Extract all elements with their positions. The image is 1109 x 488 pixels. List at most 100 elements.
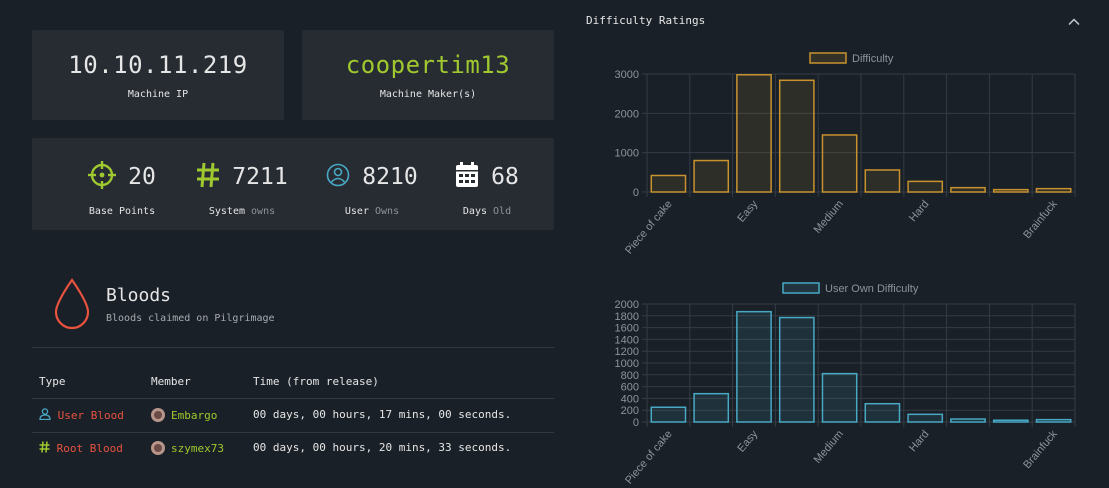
blood-drop-icon xyxy=(54,278,90,334)
col-header-member: Member xyxy=(151,375,191,388)
y-tick-label: 0 xyxy=(633,187,639,199)
y-tick-label: 2000 xyxy=(615,299,639,311)
chart-bar[interactable] xyxy=(1035,418,1072,423)
legend-swatch xyxy=(809,52,847,64)
chart-bar[interactable] xyxy=(950,418,986,423)
y-tick-label: 200 xyxy=(621,405,639,417)
blood-time: 00 days, 00 hours, 20 mins, 33 seconds. xyxy=(253,441,512,454)
x-tick-label: Piece of cake xyxy=(623,428,675,486)
legend-swatch xyxy=(782,282,820,294)
system-owns-label: System xyxy=(208,206,245,217)
stat-days-old: 68 Days Old xyxy=(432,138,542,228)
crosshair-icon xyxy=(88,161,117,193)
blood-type: User Blood xyxy=(57,409,124,422)
bloods-title: Bloods xyxy=(106,285,172,306)
col-header-type: Type xyxy=(39,375,66,388)
blood-time: 00 days, 00 hours, 17 mins, 00 seconds. xyxy=(253,408,512,421)
stat-system-owns: 7211 System owns xyxy=(172,138,312,228)
bloods-subtitle: Bloods claimed on Pilgrimage xyxy=(106,313,275,324)
user-icon xyxy=(326,163,350,191)
chart-bar[interactable] xyxy=(864,402,901,423)
user-owns-label: User xyxy=(344,206,369,217)
hash-icon xyxy=(39,441,57,455)
x-tick-label: Hard xyxy=(907,198,932,224)
col-header-time: Time (from release) xyxy=(253,375,379,388)
chart-bar[interactable] xyxy=(778,79,815,193)
system-owns-value: 7211 xyxy=(232,164,288,190)
blood-type: Root Blood xyxy=(56,442,123,455)
user-own-difficulty-chart: User Own Difficulty 020040060080010001200… xyxy=(615,282,1076,486)
chevron-up-icon[interactable] xyxy=(1068,13,1080,32)
base-points-value: 20 xyxy=(128,164,156,190)
machine-maker-label: Machine Maker(s) xyxy=(379,88,477,100)
y-tick-label: 800 xyxy=(621,370,639,382)
x-tick-label: Medium xyxy=(812,198,846,236)
row-divider xyxy=(32,432,554,433)
chart-legend[interactable]: User Own Difficulty xyxy=(782,282,919,295)
y-tick-label: 0 xyxy=(633,417,639,429)
user-icon xyxy=(39,408,58,422)
machine-ip-card: 10.10.11.219 Machine IP xyxy=(32,30,284,120)
calendar-icon xyxy=(455,162,479,192)
y-tick-label: 2000 xyxy=(615,108,639,120)
chart-bar[interactable] xyxy=(693,392,730,423)
y-tick-label: 1600 xyxy=(615,323,639,335)
machine-ip-label: Machine IP xyxy=(127,88,189,100)
chart-bar[interactable] xyxy=(864,169,901,193)
y-tick-label: 3000 xyxy=(615,69,639,81)
table-row: User Blood xyxy=(39,408,124,422)
chart-bar[interactable] xyxy=(650,174,687,193)
stat-user-owns: 8210 User Owns xyxy=(302,138,442,228)
chart-bar[interactable] xyxy=(1035,187,1072,193)
days-old-label: Days xyxy=(462,206,487,217)
stats-card: 20 Base Points 7211 System owns xyxy=(32,138,554,230)
header-divider xyxy=(32,398,554,399)
x-tick-label: Easy xyxy=(735,428,760,455)
days-old-suffix: Old xyxy=(493,206,512,217)
chart-bar[interactable] xyxy=(693,159,730,193)
days-old-value: 68 xyxy=(491,164,519,190)
chart-bar[interactable] xyxy=(992,419,1029,423)
difficulty-title: Difficulty Ratings xyxy=(586,14,706,27)
x-tick-label: Piece of cake xyxy=(623,198,675,256)
base-points-label: Base Points xyxy=(88,206,156,217)
machine-ip[interactable]: 10.10.11.219 xyxy=(68,50,248,79)
chart-bar[interactable] xyxy=(907,413,944,423)
stat-base-points: 20 Base Points xyxy=(62,138,182,228)
member-link[interactable]: Embargo xyxy=(171,409,218,422)
y-tick-label: 1000 xyxy=(615,148,639,160)
chart-bar[interactable] xyxy=(907,180,944,193)
chart-bar[interactable] xyxy=(650,406,687,423)
machine-maker-card: coopertim13 Machine Maker(s) xyxy=(302,30,554,120)
y-tick-label: 400 xyxy=(621,393,639,405)
chart-bar[interactable] xyxy=(992,188,1029,193)
x-tick-label: Medium xyxy=(812,428,846,466)
x-tick-label: Brainfuck xyxy=(1021,428,1060,471)
legend-label: Difficulty xyxy=(852,53,894,65)
difficulty-chart: Difficulty 0 1000 2000 3000 Piece of cake Easy… xyxy=(615,52,1076,257)
chart-bar[interactable] xyxy=(821,372,858,423)
x-tick-label: Hard xyxy=(907,428,932,454)
table-row: Root Blood xyxy=(39,441,123,455)
chart-bar[interactable] xyxy=(950,186,986,193)
legend-label: User Own Difficulty xyxy=(825,283,919,295)
y-tick-label: 1000 xyxy=(615,358,639,370)
chart-bar[interactable] xyxy=(736,310,772,423)
machine-maker-link[interactable]: coopertim13 xyxy=(345,50,511,79)
y-tick-label: 1200 xyxy=(615,346,639,358)
user-owns-value: 8210 xyxy=(362,164,418,190)
system-owns-suffix: owns xyxy=(251,206,276,217)
x-tick-label: Easy xyxy=(735,198,760,225)
chart-bar[interactable] xyxy=(736,74,772,193)
avatar xyxy=(151,441,165,455)
user-owns-suffix: Owns xyxy=(375,206,400,217)
y-tick-label: 600 xyxy=(621,382,639,394)
member-link[interactable]: szymex73 xyxy=(171,442,224,455)
x-tick-label: Brainfuck xyxy=(1021,198,1060,241)
chart-bar[interactable] xyxy=(821,134,858,193)
avatar xyxy=(151,408,165,422)
chart-legend[interactable]: Difficulty xyxy=(809,52,894,65)
y-tick-label: 1400 xyxy=(615,334,639,346)
chart-bar[interactable] xyxy=(778,316,815,423)
bloods-divider xyxy=(32,347,554,348)
